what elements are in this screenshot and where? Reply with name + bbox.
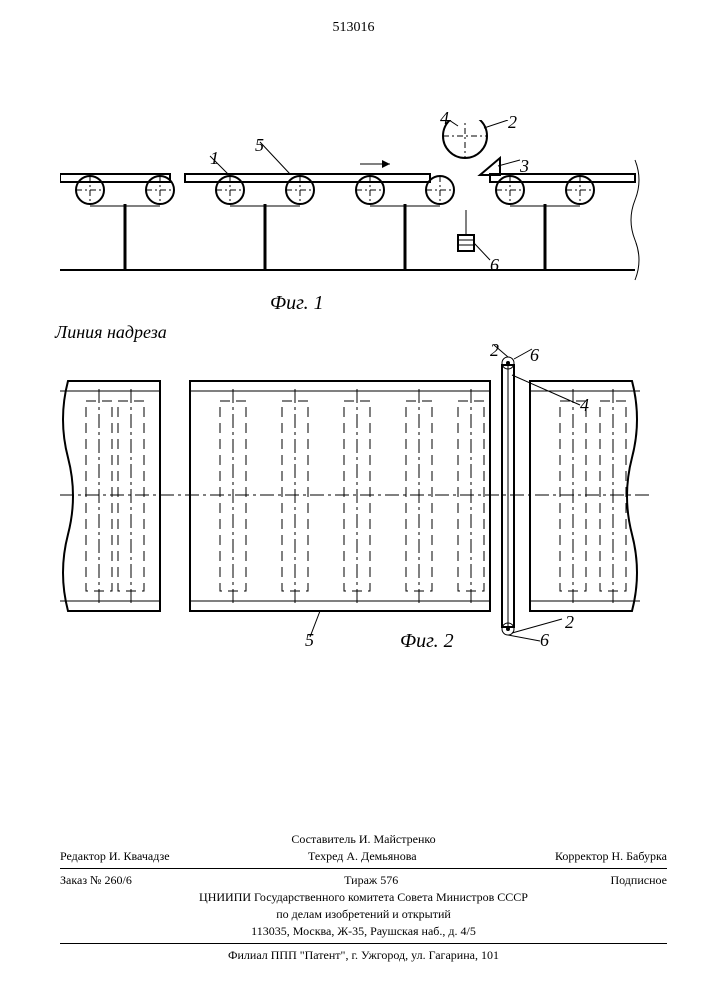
fig2-callout-4: 4: [580, 395, 589, 416]
figure-2: [60, 345, 650, 655]
fig2-callout-2b: 2: [565, 612, 574, 633]
fig1-label: Фиг. 1: [270, 292, 324, 315]
footer-branch: Филиал ППП "Патент", г. Ужгород, ул. Гаг…: [60, 948, 667, 963]
fig2-callout-6a: 6: [530, 345, 539, 366]
fig2-callout-5: 5: [305, 630, 314, 651]
footer-compiler: Составитель И. Майстренко: [60, 832, 667, 847]
footer-corrector: Корректор Н. Бабурка: [555, 849, 667, 864]
fig1-callout-2: 2: [508, 112, 517, 133]
footer-org2: по делам изобретений и открытий: [60, 907, 667, 922]
footer-techred: Техред А. Демьянова: [308, 849, 416, 864]
footer-block: Составитель И. Майстренко Редактор И. Кв…: [60, 830, 667, 965]
fig1-callout-4: 4: [440, 108, 449, 129]
footer-divider-2: [60, 943, 667, 944]
fig1-callout-5: 5: [255, 135, 264, 156]
footer-circulation: Тираж 576: [344, 873, 398, 888]
fig2-label: Фиг. 2: [400, 630, 454, 653]
fig1-callout-1: 1: [210, 148, 219, 169]
fig2-callout-2a: 2: [490, 340, 499, 361]
patent-number: 513016: [0, 20, 707, 36]
fig1-callout-6: 6: [490, 255, 499, 276]
figure-1: [60, 120, 650, 300]
footer-order: Заказ № 260/6: [60, 873, 132, 888]
footer-divider-1: [60, 868, 667, 869]
fig1-callout-3: 3: [520, 156, 529, 177]
fig2-callout-6b: 6: [540, 630, 549, 651]
fig2-title: Линия надреза: [55, 322, 167, 343]
footer-addr1: 113035, Москва, Ж-35, Раушская наб., д. …: [60, 924, 667, 939]
footer-editor: Редактор И. Квачадзе: [60, 849, 170, 864]
footer-org1: ЦНИИПИ Государственного комитета Совета …: [60, 890, 667, 905]
footer-subscription: Подписное: [610, 873, 667, 888]
